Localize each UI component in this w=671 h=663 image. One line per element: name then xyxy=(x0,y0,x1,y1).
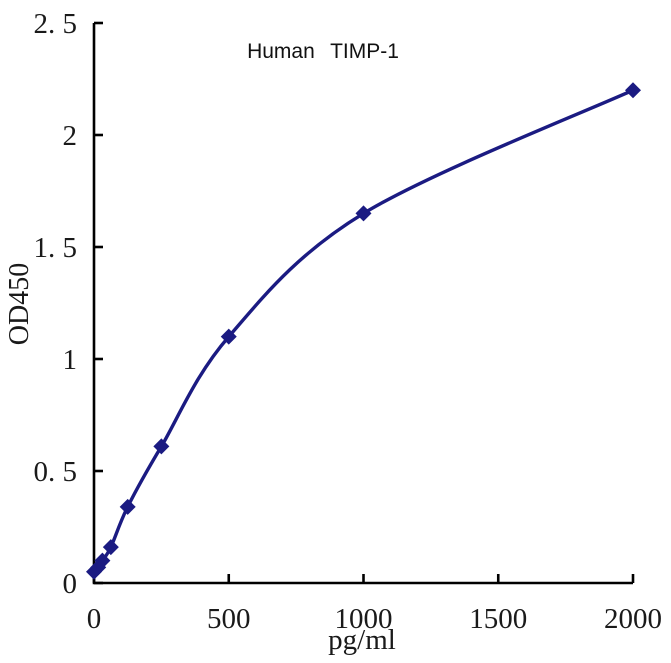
y-tick-label: 2. 5 xyxy=(34,8,78,40)
y-tick-label: 1. 5 xyxy=(34,232,78,264)
x-tick-label: 1500 xyxy=(469,603,527,635)
y-tick-label: 1 xyxy=(63,344,78,376)
y-tick-label: 0. 5 xyxy=(34,456,78,488)
standard-curve-line xyxy=(92,88,635,574)
data-point-marker xyxy=(625,82,641,99)
x-tick-label: 0 xyxy=(87,603,102,635)
y-tick-label: 2 xyxy=(63,120,78,152)
data-point-marker xyxy=(153,438,170,455)
axis-lines xyxy=(92,23,633,585)
x-axis-label: pg/ml xyxy=(328,624,396,656)
x-tick-label: 1000 xyxy=(335,603,393,635)
y-axis-label: OD450 xyxy=(4,262,35,346)
data-point-marker xyxy=(94,552,111,569)
data-point-marker xyxy=(220,328,237,345)
data-point-marker xyxy=(119,498,136,515)
x-tick-label: 2000 xyxy=(604,603,662,635)
chart-title: Human TIMP-1 xyxy=(247,40,399,63)
data-point-marker xyxy=(102,539,119,556)
y-tick-label: 0 xyxy=(63,568,78,600)
x-tick-label: 500 xyxy=(207,603,251,635)
data-point-marker xyxy=(355,205,372,222)
